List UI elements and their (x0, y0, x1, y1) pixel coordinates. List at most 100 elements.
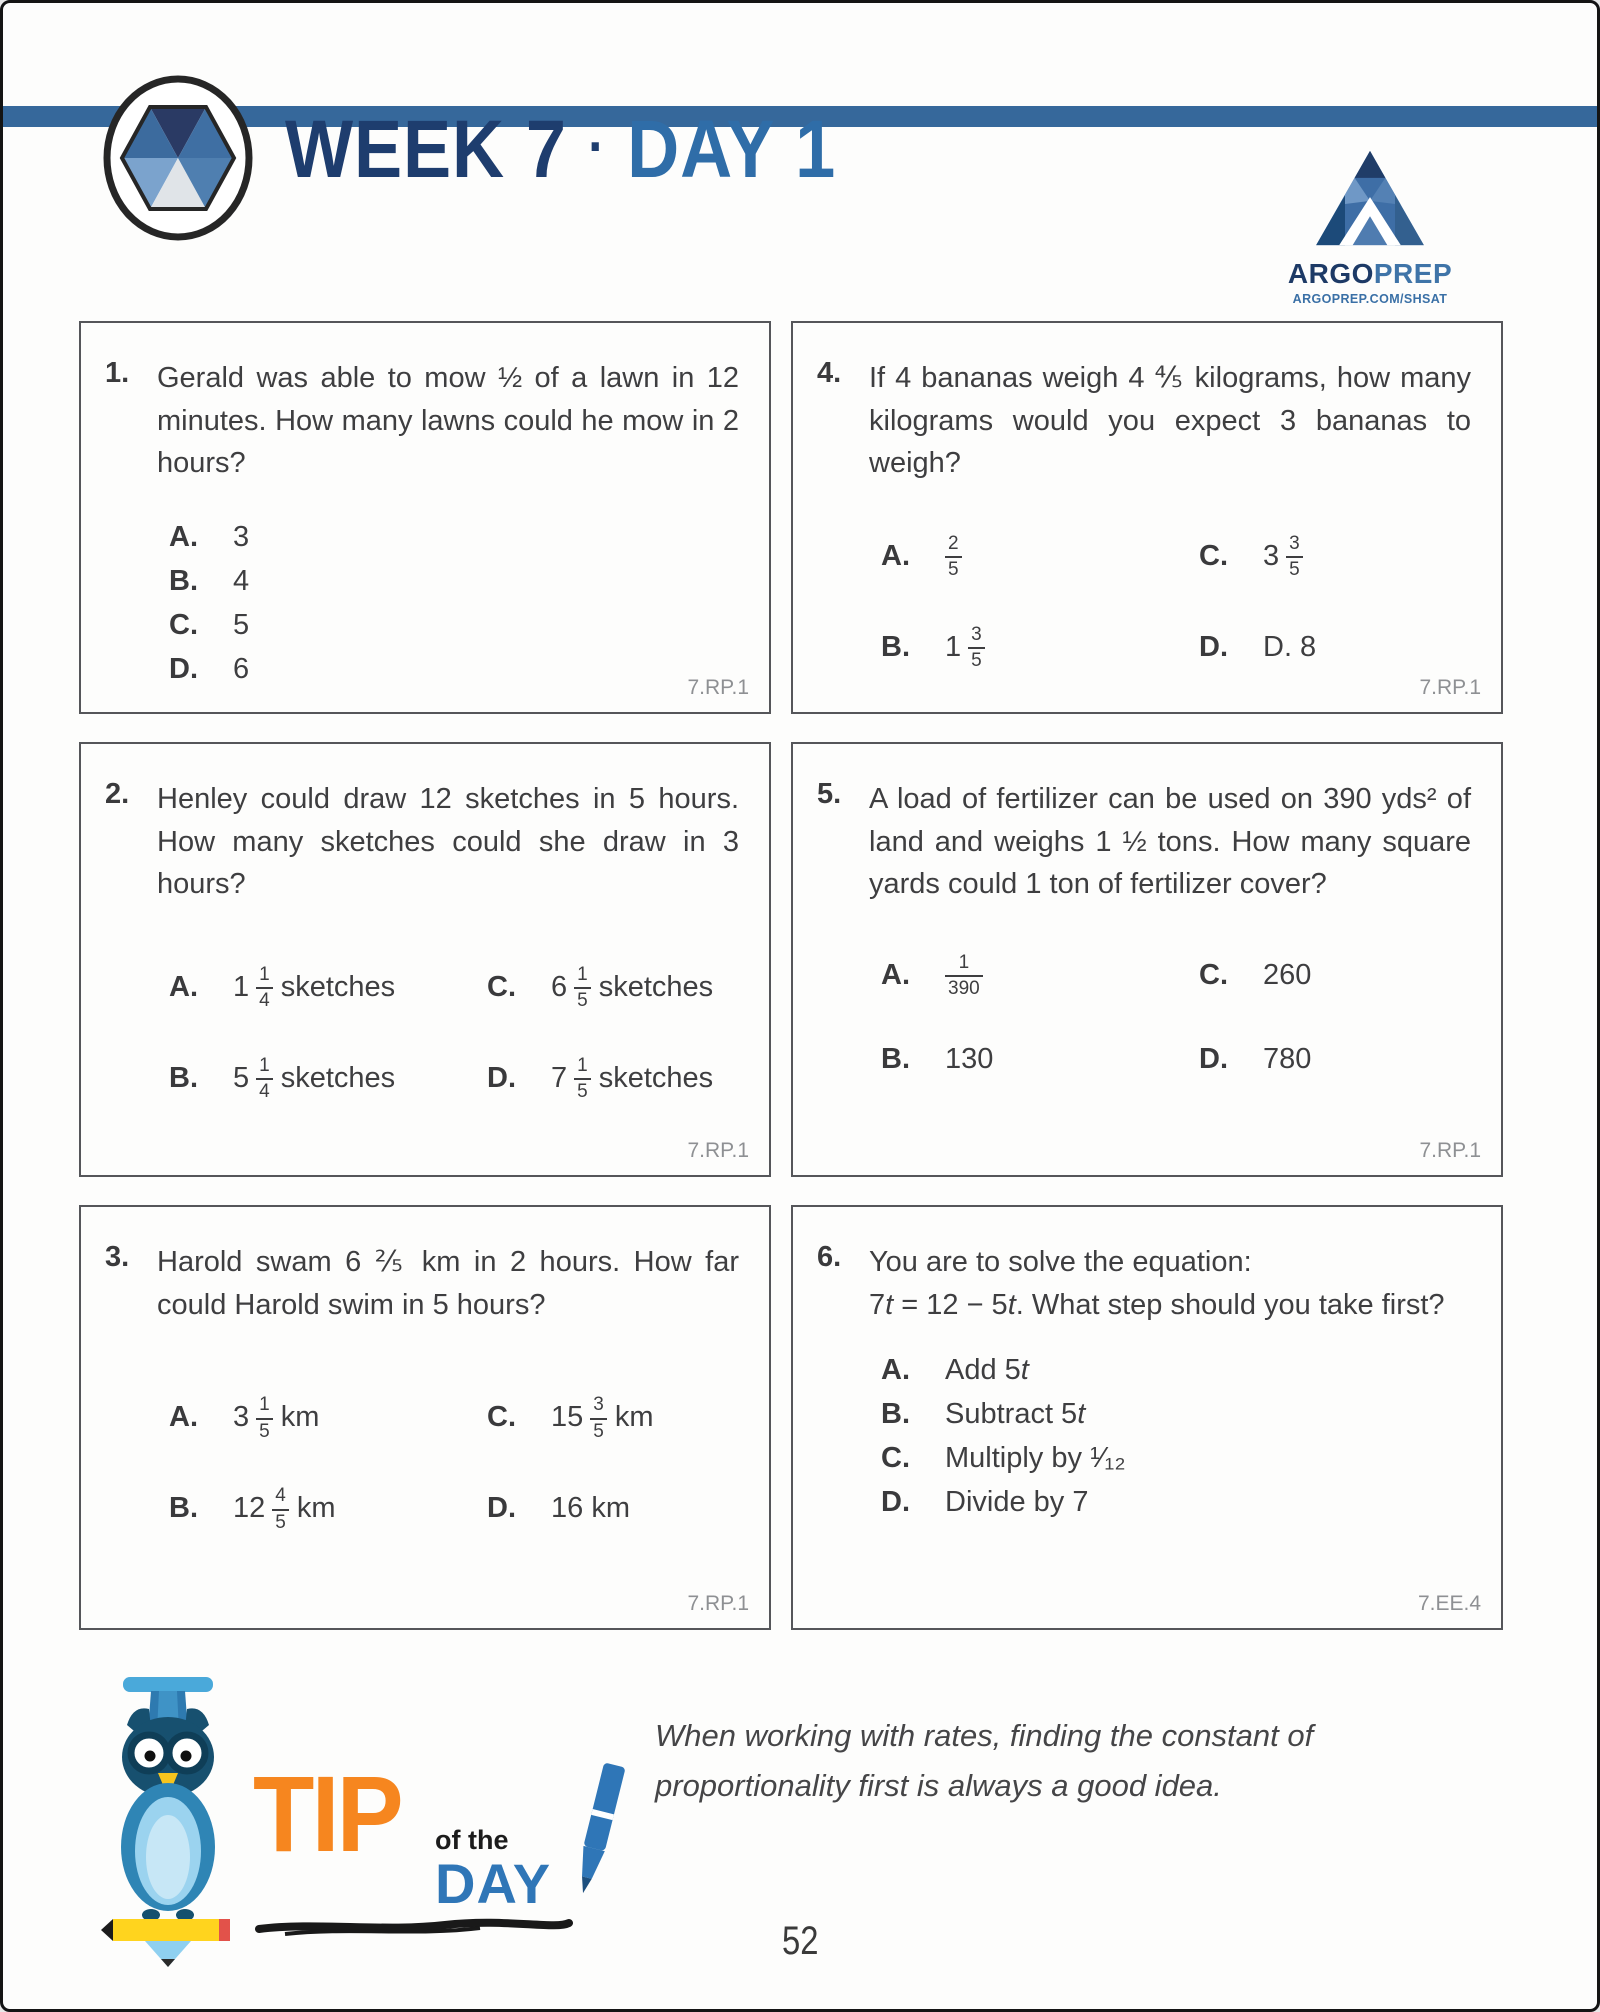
option-value: 12 4 5 km (233, 1485, 336, 1533)
answer-option: B. 5 1 4 sketches (169, 1055, 487, 1102)
option-label: A. (881, 1354, 910, 1387)
answer-option: D. 7 1 5 sketches (487, 1055, 739, 1102)
question-number: 6. (817, 1241, 842, 1273)
option-label: D. (487, 1061, 516, 1094)
of-the-word: of the (435, 1825, 509, 1855)
question-number: 2. (105, 778, 130, 810)
answer-option: C. 15 3 5 km (487, 1394, 739, 1442)
question-text: You are to solve the equation: 7t = 12 − … (869, 1246, 1445, 1321)
question-text: If 4 bananas weigh 4 ⅘ kilograms, how ma… (869, 362, 1471, 480)
option-label: D. (169, 652, 198, 685)
answer-option: A. 1 390 (881, 952, 1199, 999)
question-text: A load of fertilizer can be used on 390 … (869, 783, 1471, 901)
standard-tag: 7.EE.4 (1417, 1592, 1481, 1615)
answer-option: A. 1 1 4 sketches (169, 964, 487, 1011)
question-number: 4. (817, 357, 842, 389)
answer-options: A. 3 B. 4 C. 5 D. 6 (169, 521, 739, 686)
title-week: WEEK 7 (285, 104, 567, 195)
answer-option: D. 780 (1199, 1043, 1471, 1076)
option-value: 130 (945, 1042, 994, 1075)
question-number: 3. (105, 1241, 130, 1273)
option-value: 780 (1263, 1042, 1312, 1075)
option-label: D. (1199, 1042, 1228, 1075)
option-value: 16 km (551, 1492, 630, 1525)
argoprep-url: ARGOPREP.COM/SHSAT (1292, 292, 1448, 306)
question-box: 5. A load of fertilizer can be used on 3… (791, 742, 1503, 1177)
day-word: DAY (435, 1852, 552, 1915)
option-label: A. (881, 539, 910, 572)
answer-option: B. 1 3 5 (881, 624, 1199, 671)
question-text: Gerald was able to mow ½ of a lawn in 12… (157, 362, 739, 480)
answer-options: A. 1 390 C. 260 B. 130 D. 780 (881, 952, 1471, 1076)
option-value: Divide by 7 (945, 1486, 1089, 1519)
option-value: 1 1 4 sketches (233, 963, 396, 1012)
tip-word: TIP (253, 1753, 404, 1874)
option-label: C. (1199, 539, 1228, 572)
option-value: 5 1 4 sketches (233, 1054, 396, 1103)
option-label: C. (487, 1401, 516, 1434)
question-box: 2. Henley could draw 12 sketches in 5 ho… (79, 742, 771, 1177)
option-value: 6 (233, 652, 250, 685)
title-separator: · (588, 113, 606, 179)
answer-options: A. Add 5 t B. Subtract 5 t C. Multiply by ¹⁄₁₂ D… (881, 1354, 1471, 1519)
option-label: C. (487, 970, 516, 1003)
option-value: 15 3 5 km (551, 1394, 654, 1442)
argoprep-word-prep: PREP (1373, 258, 1453, 289)
option-label: A. (169, 970, 198, 1003)
option-label: B. (881, 1042, 910, 1075)
option-label: A. (169, 1401, 198, 1434)
option-value: Multiply by ¹⁄₁₂ (945, 1442, 1126, 1475)
tip-text: When working with rates, finding the con… (655, 1718, 1314, 1803)
pen-icon (553, 1753, 643, 1918)
answer-option: C. 5 (169, 609, 739, 642)
option-label: B. (169, 1492, 198, 1525)
question-row: 5. A load of fertilizer can be used on 3… (817, 778, 1471, 906)
header-bar (3, 106, 1597, 127)
standard-tag: 7.RP.1 (687, 1139, 750, 1162)
option-value: 3 (233, 520, 250, 553)
question-box: 3. Harold swam 6 ⅖ km in 2 hours. How fa… (79, 1205, 771, 1630)
question-text: Harold swam 6 ⅖ km in 2 hours. How far c… (157, 1246, 739, 1321)
answer-option: B. 130 (881, 1043, 1199, 1076)
option-label: D. (1199, 630, 1228, 663)
answer-option: C. 3 3 5 (1199, 533, 1471, 580)
question-row: 4. If 4 bananas weigh 4 ⅘ kilograms, how… (817, 357, 1471, 485)
answer-option: C. 6 1 5 sketches (487, 964, 739, 1011)
owl-mascot-icon (93, 1669, 243, 1969)
option-label: B. (169, 564, 198, 597)
question-box: 1. Gerald was able to mow ½ of a lawn in… (79, 321, 771, 714)
brand-hexagon-logo (103, 75, 253, 241)
page-number-value: 52 (781, 1919, 819, 1963)
fraction: 1 390 (945, 952, 983, 1000)
answer-option: D. 16 km (487, 1492, 739, 1525)
title-day: DAY 1 (627, 104, 837, 195)
option-value: 3 1 5 km (233, 1394, 320, 1442)
option-value: D. 8 (1263, 630, 1317, 663)
question-number: 1. (105, 357, 130, 389)
option-label: C. (1199, 958, 1228, 991)
question-number: 5. (817, 778, 842, 810)
option-label: B. (881, 1398, 910, 1431)
answer-option: B. 4 (169, 565, 739, 598)
questions-grid: 1. Gerald was able to mow ½ of a lawn in… (79, 321, 1503, 1630)
option-label: D. (881, 1486, 910, 1519)
standard-tag: 7.RP.1 (687, 1592, 750, 1615)
hexagon-logo-icon (103, 75, 253, 241)
answer-options: A. 3 1 5 km C. 15 3 5 km B. 12 4 5 km D. 16 km (169, 1394, 739, 1533)
question-row: 6. You are to solve the equation: 7t = 12… (817, 1241, 1471, 1326)
tip-of-the-day-logo: TIP of the DAY (253, 1753, 653, 1943)
